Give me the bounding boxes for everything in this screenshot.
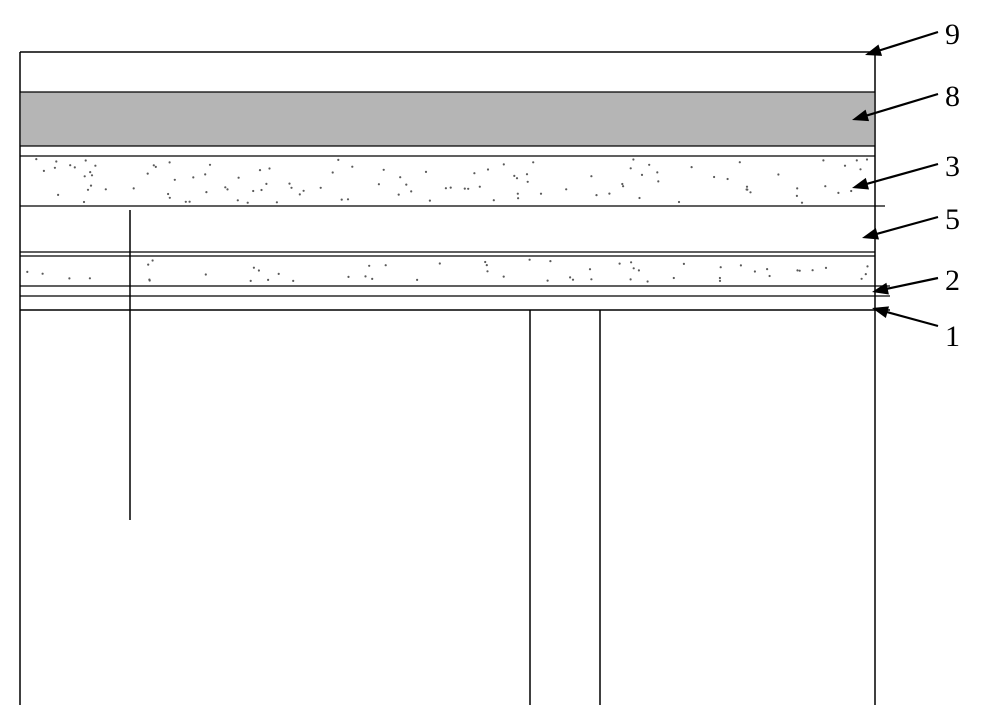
layer-stipple-lower [26, 259, 868, 283]
callout-arrow-1 [872, 306, 938, 326]
callout-label-3: 3 [945, 150, 960, 184]
callout-label-2: 2 [945, 264, 960, 298]
diagram-canvas: 9 8 3 5 2 1 [0, 0, 1000, 713]
callout-label-5: 5 [945, 203, 960, 237]
callout-arrow-2 [872, 278, 938, 295]
callout-arrow-5 [862, 217, 938, 240]
callout-arrow-3 [852, 164, 938, 189]
callout-label-1: 1 [945, 320, 960, 354]
callout-arrow-9 [865, 32, 938, 56]
layer-stipple-upper [35, 158, 868, 204]
callout-label-9: 9 [945, 18, 960, 52]
layer-grey [21, 92, 874, 146]
callout-label-8: 8 [945, 80, 960, 114]
diagram-svg [0, 0, 1000, 713]
